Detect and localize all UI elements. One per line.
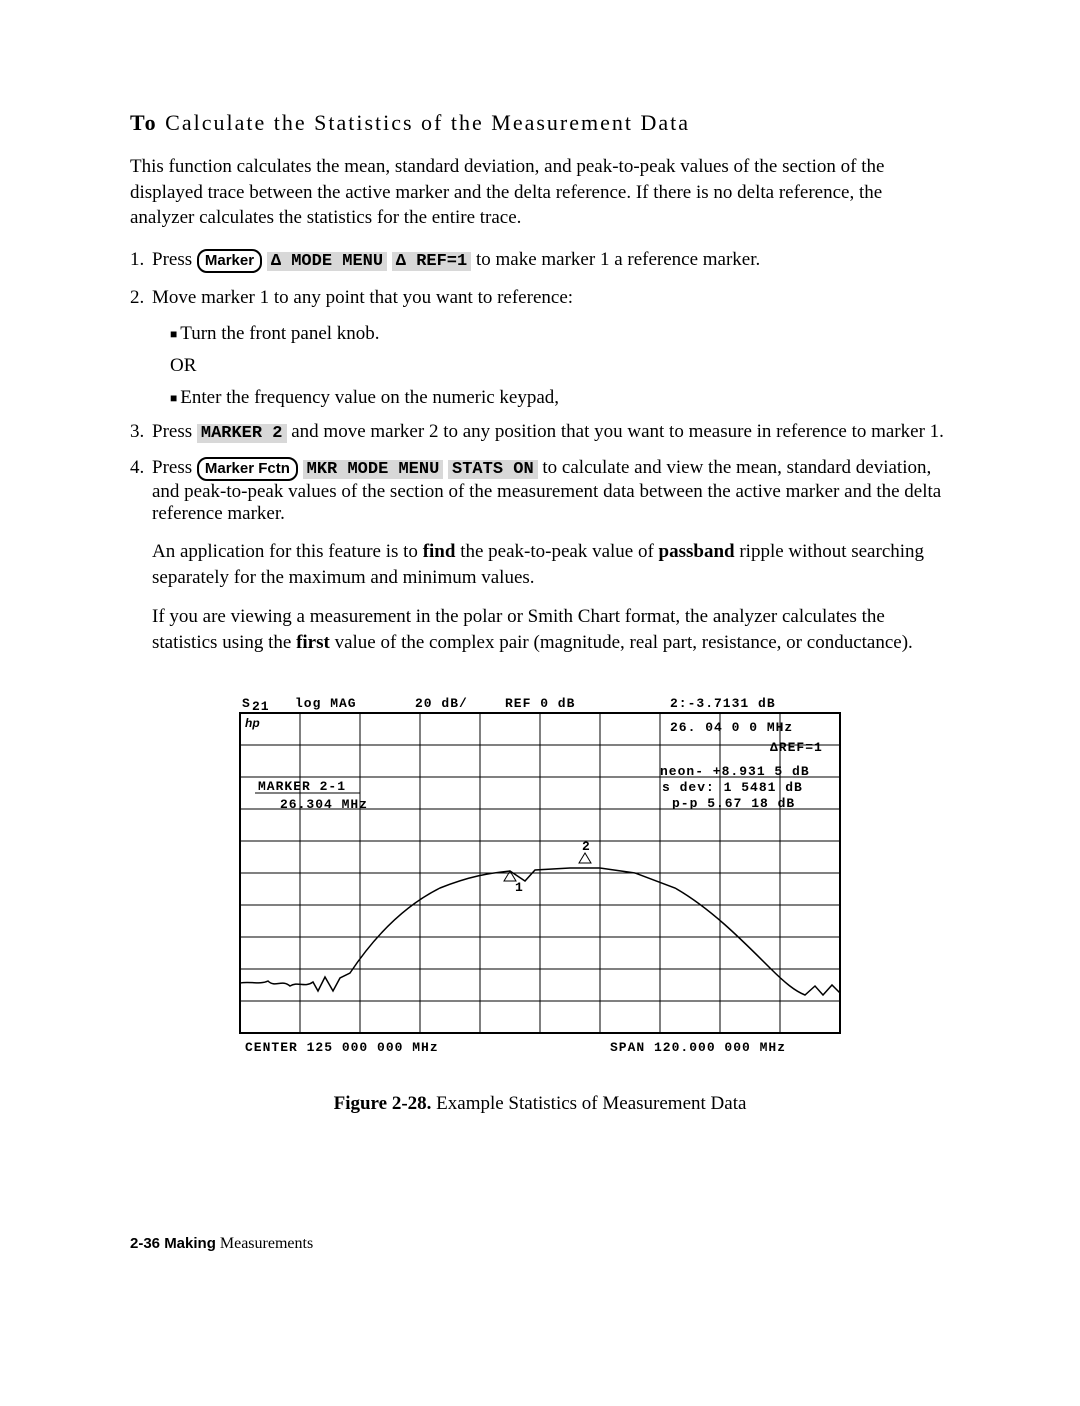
sub2-c: value of the complex pair (magnitude, re… [330,632,913,653]
sub1-c: the peak-to-peak value of [455,541,658,562]
bullet-turn-knob: Turn the front panel knob. [170,323,950,345]
or-text: OR [170,355,950,377]
svg-text:26.304 MHz: 26.304 MHz [280,797,368,812]
polar-smith-paragraph: If you are viewing a measurement in the … [152,604,950,655]
svg-text:1: 1 [515,880,524,895]
step-1-text-b: to make marker 1 a reference marker. [476,249,760,270]
page-title: To Calculate the Statistics of the Measu… [130,110,950,136]
step-1-text-a: Press [152,249,197,270]
svg-text:MARKER 2-1: MARKER 2-1 [258,779,346,794]
footer-bold: 2-36 Making [130,1235,216,1252]
stats-on-softkey: STATS ON [448,460,538,479]
svg-text:hp: hp [245,716,260,730]
mkr-mode-menu-softkey: MKR MODE MENU [303,460,444,479]
delta-mode-menu-softkey: Δ MODE MENU [267,252,387,271]
step-2-text: Move marker 1 to any point that you want… [152,287,950,309]
svg-text:20 dB/: 20 dB/ [415,696,468,711]
figure-chart: CH1S21log MAG20 dB/REF 0 dB2:-3.7131 dBh… [130,695,950,1075]
svg-text:2: 2 [582,839,591,854]
step-4: 4. Press Marker Fctn MKR MODE MENU STATS… [130,457,950,525]
svg-text:S: S [242,696,251,711]
svg-text:26. 04 0 0 MHz: 26. 04 0 0 MHz [670,720,793,735]
sub1-b: find [423,541,456,562]
figure-caption: Figure 2-28. Example Statistics of Measu… [130,1093,950,1115]
title-bold: To [130,110,158,135]
step-3-text-b: and move marker 2 to any position that y… [291,421,944,442]
bullet-enter-frequency: Enter the frequency value on the numeric… [170,387,950,409]
svg-text:neon- +8.931 5 dB: neon- +8.931 5 dB [660,764,810,779]
step-1: 1. Press Marker Δ MODE MENU Δ REF=1 to m… [130,249,950,273]
svg-text:SPAN 120.000 000 MHz: SPAN 120.000 000 MHz [610,1040,786,1055]
svg-text:CH1: CH1 [230,696,231,711]
step-2: 2. Move marker 1 to any point that you w… [130,287,950,309]
analyzer-plot: CH1S21log MAG20 dB/REF 0 dB2:-3.7131 dBh… [230,695,850,1075]
step-3: 3. Press MARKER 2 and move marker 2 to a… [130,421,950,443]
step-1-number: 1. [130,249,152,273]
sub2-b: first [296,632,330,653]
page-footer: 2-36 Making Measurements [130,1235,950,1253]
marker-key: Marker [197,249,262,273]
svg-text:p-p 5.67 18 dB: p-p 5.67 18 dB [672,796,795,811]
title-rest: Calculate the Statistics of the Measurem… [158,110,690,135]
svg-text:log MAG: log MAG [295,696,357,711]
step-2-bullets: Turn the front panel knob. OR Enter the … [170,323,950,409]
svg-text:21: 21 [252,699,270,714]
delta-ref-1-softkey: Δ REF=1 [392,252,471,271]
footer-rest: Measurements [216,1235,313,1252]
step-2-number: 2. [130,287,152,309]
step-4-number: 4. [130,457,152,525]
svg-text:CENTER 125 000 000 MHz: CENTER 125 000 000 MHz [245,1040,439,1055]
svg-text:s dev: 1 5481 dB: s dev: 1 5481 dB [662,780,803,795]
svg-text:REF 0 dB: REF 0 dB [505,696,575,711]
sub1-a: An application for this feature is to [152,541,423,562]
svg-text:2:-3.7131 dB: 2:-3.7131 dB [670,696,776,711]
intro-paragraph: This function calculates the mean, stand… [130,154,950,231]
step-3-text-a: Press [152,421,197,442]
figure-number: Figure 2-28. [334,1093,432,1114]
step-3-number: 3. [130,421,152,443]
svg-text:ΔREF=1: ΔREF=1 [770,740,823,755]
marker-2-softkey: MARKER 2 [197,424,287,443]
figure-title: Example Statistics of Measurement Data [431,1093,746,1114]
step-4-text-a: Press [152,457,197,478]
marker-fctn-key: Marker Fctn [197,457,298,481]
application-paragraph: An application for this feature is to fi… [152,539,950,590]
sub1-d: passband [659,541,735,562]
